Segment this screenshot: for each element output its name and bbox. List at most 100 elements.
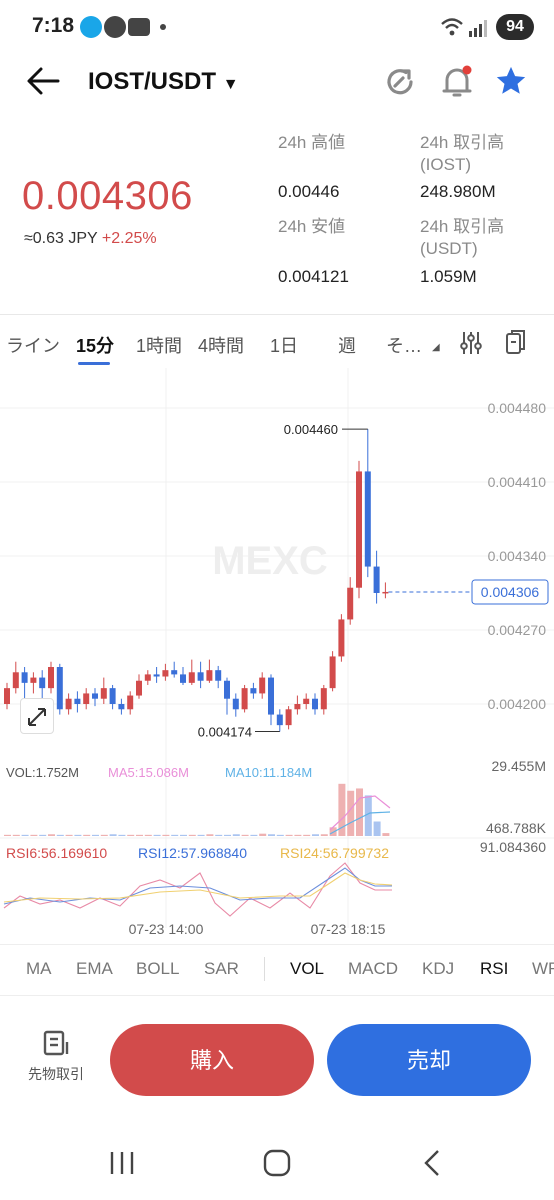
candles [4, 429, 389, 732]
volume-bar [30, 834, 38, 836]
candle-body [65, 698, 72, 710]
tab-1d[interactable]: 1日 [270, 336, 299, 356]
volume-bar [74, 834, 82, 836]
candle-body [171, 670, 178, 675]
candle-body [250, 688, 257, 694]
status-bar: 7:18 94 [0, 0, 554, 56]
candle-body [188, 672, 195, 683]
candle-body [259, 677, 266, 694]
tab-week[interactable]: 週 [338, 336, 356, 356]
volume-bar [83, 834, 91, 836]
ind-sar[interactable]: SAR [204, 959, 239, 978]
futures-button[interactable]: 先物取引 [22, 1028, 90, 1088]
back-nav-icon[interactable] [420, 1148, 444, 1178]
recent-apps-icon[interactable] [108, 1150, 136, 1176]
expand-icon [28, 708, 46, 726]
price-chart[interactable]: MEXC 0.004480 0.004410 0.004340 0.004270 0.0… [0, 368, 554, 944]
candle-body [382, 591, 389, 594]
dropdown-caret-icon: ▼ [222, 76, 239, 93]
candle-body [285, 709, 292, 726]
pair-selector[interactable]: IOST/USDT ▼ [88, 68, 239, 96]
approx-jpy: ≈0.63 JPY [24, 230, 98, 247]
status-time: 7:18 [32, 14, 75, 37]
ind-wr[interactable]: WR [532, 959, 554, 978]
volume-bar [65, 834, 73, 836]
tab-4h[interactable]: 4時間 [198, 336, 245, 356]
volume-bar [373, 821, 381, 836]
candle-body [268, 677, 274, 715]
indicator-settings-icon[interactable] [460, 330, 482, 356]
chart-labels: 0.004480 0.004410 0.004340 0.004270 0.004200… [6, 400, 549, 937]
volume-bar [4, 834, 11, 836]
indicator-tabs: MA EMA BOLL SAR VOL MACD KDJ RSI WR [0, 944, 554, 996]
futures-label: 先物取引 [28, 1066, 84, 1082]
volume-bar [364, 795, 372, 836]
candle-body [224, 680, 230, 699]
volume-bar [320, 834, 328, 836]
low-value: 0.004121 [278, 267, 349, 286]
volume-bar [136, 834, 143, 836]
alert-bell-icon[interactable] [440, 64, 474, 100]
candle-body [356, 471, 362, 588]
ind-macd[interactable]: MACD [348, 959, 399, 978]
ind-rsi[interactable]: RSI [480, 959, 509, 978]
volume-base-label: 24h 取引高 (IOST) [420, 133, 505, 174]
volume-bar [294, 834, 302, 836]
tab-line[interactable]: ライン [6, 336, 60, 356]
ind-vol[interactable]: VOL [290, 959, 325, 978]
volume-bar [224, 834, 231, 836]
ind-kdj[interactable]: KDJ [422, 959, 455, 978]
volume-bar [356, 788, 363, 836]
volume-bar [180, 834, 187, 836]
buy-button[interactable]: 購入 [110, 1024, 314, 1096]
battery-indicator: 94 [496, 14, 534, 40]
ind-boll[interactable]: BOLL [136, 959, 180, 978]
rsi6-line [3, 862, 392, 917]
volume-bar [312, 834, 319, 836]
volume-bar [338, 783, 346, 836]
volume-base-value: 248.980M [420, 182, 496, 201]
candle-body [4, 688, 10, 704]
candle-body [312, 698, 318, 710]
volume-bar [92, 834, 99, 836]
candle-body [48, 667, 54, 689]
active-tab-indicator [78, 362, 110, 365]
interval-tabs: ライン 15分 1時間 4時間 1日 週 そ… ◢ [0, 318, 554, 366]
futures-icon [43, 1030, 69, 1056]
copy-chart-icon[interactable] [504, 328, 528, 356]
candle-body [127, 695, 134, 710]
fullscreen-button[interactable] [20, 698, 54, 734]
tab-1h[interactable]: 1時間 [136, 336, 183, 356]
ind-ma[interactable]: MA [26, 959, 52, 978]
sell-button[interactable]: 売却 [327, 1024, 531, 1096]
price-tick-label: 0.004410 [488, 474, 547, 490]
volume-bar [12, 834, 20, 836]
share-chart-icon[interactable] [384, 66, 416, 98]
volume-bar [109, 834, 117, 836]
volume-bar [268, 834, 275, 836]
candle-body [83, 693, 90, 704]
chart-canvas[interactable]: MEXC 0.0044800.0044100.0043400.0042700.0… [0, 368, 554, 944]
volume-bar [206, 834, 214, 836]
candle-body [100, 688, 107, 699]
home-icon[interactable] [262, 1148, 292, 1178]
tab-more[interactable]: そ… [386, 336, 422, 356]
candle-body [144, 674, 151, 681]
more-caret-icon: ◢ [432, 342, 440, 353]
price-tick-label: 0.004200 [488, 696, 547, 712]
candle-body [153, 674, 160, 677]
candle-body [232, 698, 239, 710]
low-marker-label: 0.004174 [198, 724, 252, 739]
candle-body [39, 677, 46, 689]
tab-15m[interactable]: 15分 [76, 336, 115, 356]
ma5-line [329, 795, 391, 831]
x-tick-label: 07-23 14:00 [129, 921, 204, 937]
candle-body [329, 656, 336, 689]
signal-icon [469, 20, 487, 37]
candle-body [118, 704, 125, 710]
ind-ema[interactable]: EMA [76, 959, 113, 978]
candle-body [21, 672, 28, 683]
favorite-star-icon[interactable] [494, 64, 528, 98]
vol-max-tick: 29.455M [492, 758, 546, 774]
back-arrow-icon[interactable] [26, 66, 60, 96]
